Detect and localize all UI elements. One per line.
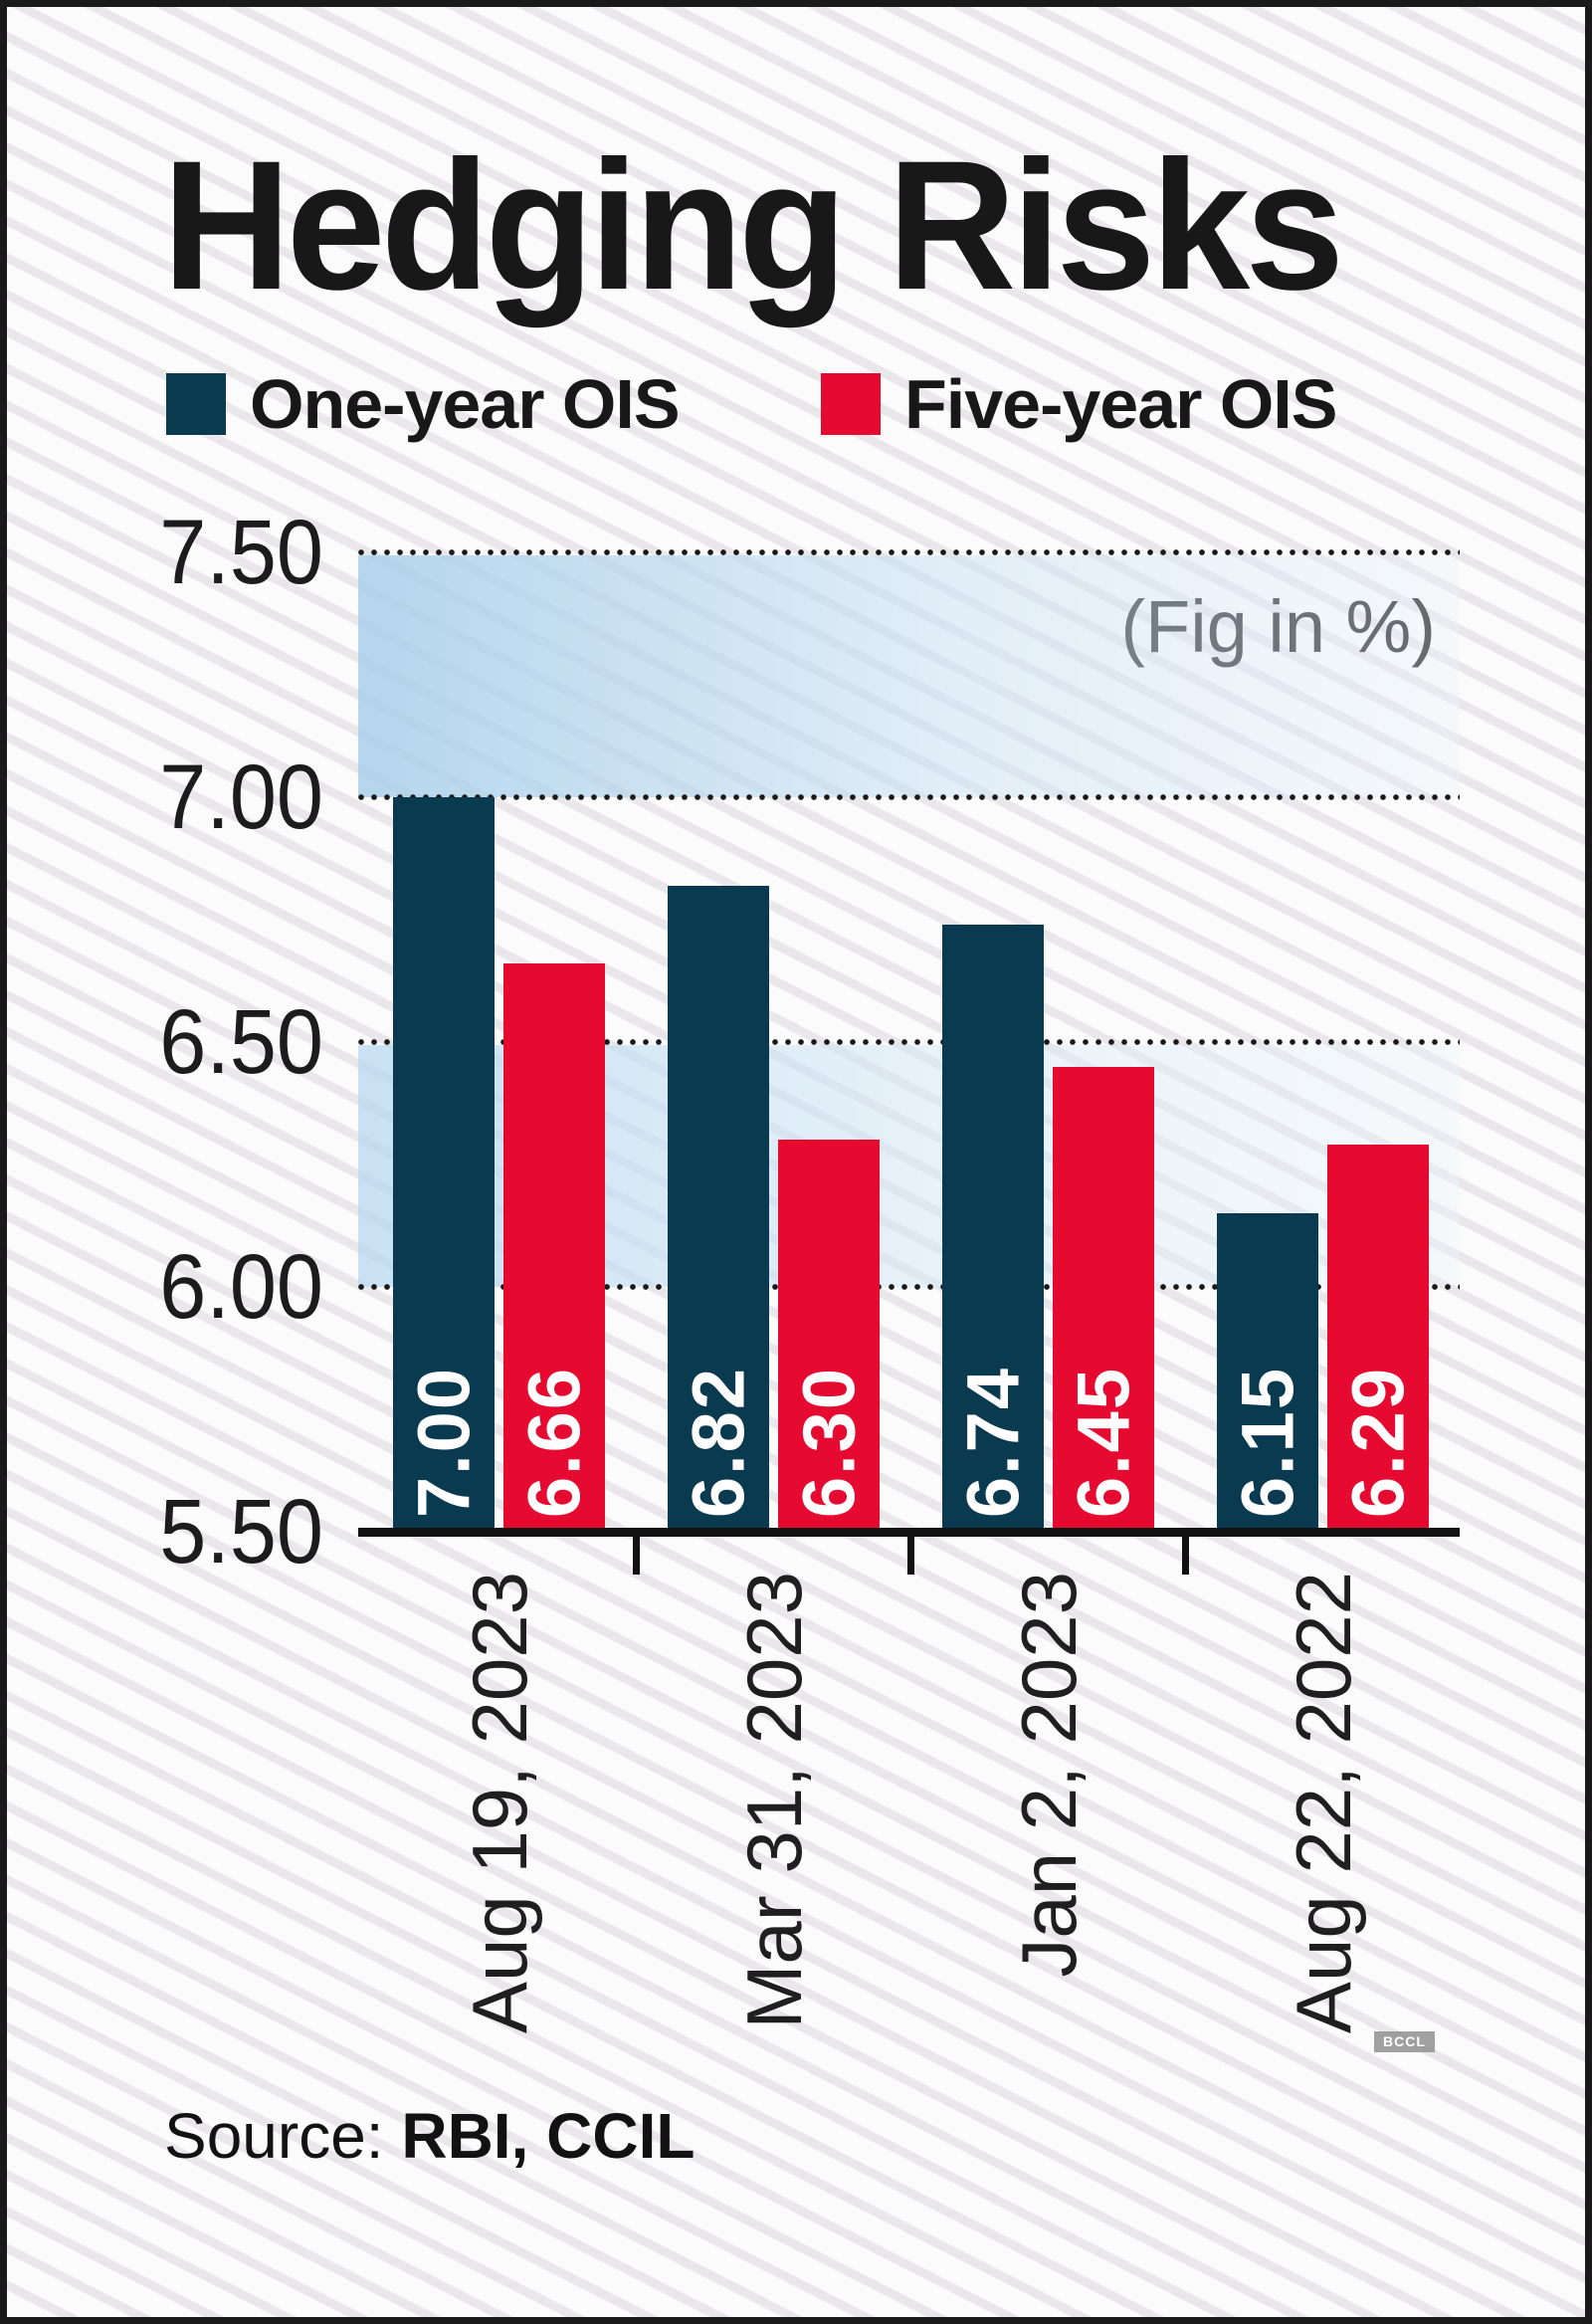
bar-one-year-ois: 6.82 — [668, 885, 769, 1528]
legend-label: One-year OIS — [250, 365, 681, 443]
bar-value-label: 6.66 — [512, 1366, 596, 1518]
bar-value-label: 6.29 — [1336, 1366, 1420, 1518]
bar-one-year-ois: 7.00 — [393, 797, 495, 1528]
highlight-band — [358, 555, 1460, 797]
bar-value-label: 6.45 — [1062, 1366, 1145, 1518]
x-category-label: Jan 2, 2023 — [1004, 1572, 1093, 1978]
x-category-label: Aug 22, 2022 — [1279, 1572, 1367, 2034]
y-tick-label: 7.00 — [159, 746, 323, 848]
y-tick-label: 6.50 — [159, 991, 323, 1093]
page-title: Hedging Risks — [162, 123, 1344, 328]
x-axis-tick — [907, 1537, 914, 1575]
gridline — [358, 794, 1460, 800]
bar-value-label: 6.30 — [787, 1366, 871, 1518]
legend-item: Five-year OIS — [821, 365, 1337, 443]
legend: One-year OIS Five-year OIS — [7, 365, 1585, 443]
x-axis-tick — [633, 1537, 640, 1575]
legend-label: Five-year OIS — [904, 365, 1337, 443]
bccl-watermark: BCCL — [1374, 2031, 1435, 2052]
x-category-label: Mar 31, 2023 — [729, 1572, 818, 2029]
legend-item: One-year OIS — [166, 365, 681, 443]
x-category-label: Aug 19, 2023 — [455, 1572, 543, 2034]
bar-value-label: 7.00 — [402, 1366, 486, 1518]
bar-value-label: 6.15 — [1226, 1366, 1309, 1518]
bar-five-year-ois: 6.30 — [778, 1140, 880, 1528]
y-tick-label: 5.50 — [159, 1481, 323, 1583]
gridline — [358, 549, 1460, 555]
bar-one-year-ois: 6.15 — [1217, 1213, 1318, 1528]
bar-value-label: 6.82 — [677, 1366, 760, 1518]
x-axis-baseline — [358, 1528, 1460, 1537]
source-line: Source: RBI, CCIL — [164, 2099, 695, 2173]
y-tick-label: 6.00 — [159, 1236, 323, 1338]
gridline — [358, 1039, 1460, 1045]
y-tick-label: 7.50 — [159, 502, 323, 603]
bar-five-year-ois: 6.66 — [503, 963, 605, 1528]
gridline — [358, 1284, 1460, 1290]
legend-swatch — [821, 373, 881, 435]
bar-one-year-ois: 6.74 — [942, 924, 1044, 1528]
bar-five-year-ois: 6.45 — [1053, 1066, 1154, 1528]
source-label: Source: — [164, 2100, 402, 2172]
bar-five-year-ois: 6.29 — [1327, 1145, 1429, 1528]
bar-value-label: 6.74 — [951, 1366, 1035, 1518]
source-value: RBI, CCIL — [401, 2100, 696, 2172]
legend-swatch — [166, 373, 226, 435]
x-axis-tick — [1182, 1537, 1189, 1575]
